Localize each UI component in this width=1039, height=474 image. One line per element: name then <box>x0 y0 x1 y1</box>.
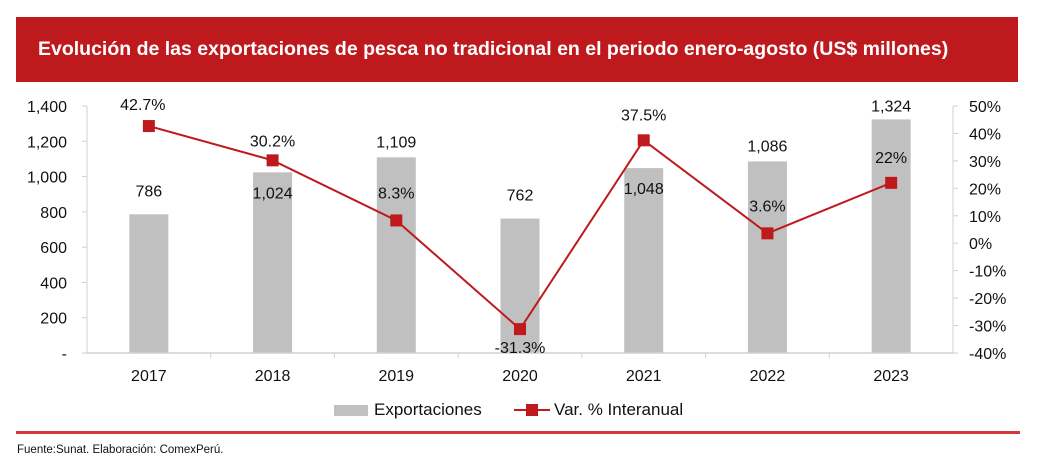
chart-title-banner: Evolución de las exportaciones de pesca … <box>16 17 1018 82</box>
left-axis-tick-label: 1,400 <box>27 99 67 116</box>
line-value-label: -31.3% <box>495 340 546 357</box>
right-axis-tick-label: 50% <box>969 99 1001 116</box>
line-value-label: 30.2% <box>250 133 295 150</box>
bar-value-label: 1,024 <box>253 185 293 202</box>
bar-value-label: 786 <box>136 183 163 200</box>
right-axis-tick-label: -30% <box>969 319 1006 336</box>
line-marker-2017 <box>142 120 155 133</box>
right-axis: -40% -30% -20% -10% 0% 10% 20% 30% 40% 50% <box>952 99 1006 363</box>
line-value-label: 22% <box>875 150 907 167</box>
right-axis-tick-label: -20% <box>969 291 1006 308</box>
bar-2017 <box>129 214 169 353</box>
left-axis-tick-label: 600 <box>40 240 67 257</box>
bars <box>129 119 911 353</box>
bar-2021 <box>624 168 664 353</box>
left-axis-tick-label: 200 <box>40 311 67 328</box>
bar-value-label: 1,048 <box>624 181 664 198</box>
line-marker-2018 <box>266 154 279 167</box>
legend-item-exportaciones: Exportaciones <box>334 398 482 422</box>
line-marker-2022 <box>761 227 774 240</box>
line-value-label: 8.3% <box>378 185 414 202</box>
data-labels: 786 1,024 1,109 762 1,048 1,086 1,324 42.7% 30.2… <box>120 97 911 357</box>
bar-value-label: 1,109 <box>376 134 416 151</box>
chart-title: Evolución de las exportaciones de pesca … <box>38 38 949 60</box>
right-axis-tick-label: 10% <box>969 209 1001 226</box>
x-axis-tick-label: 2020 <box>502 368 538 385</box>
legend-line-swatch <box>514 398 550 422</box>
right-axis-tick-label: 40% <box>969 126 1001 143</box>
legend-bar-swatch <box>334 404 368 416</box>
line-marker-2020 <box>514 323 526 336</box>
bar-2018 <box>253 172 293 353</box>
bar-value-label: 762 <box>507 188 534 205</box>
legend-label-var-interanual: Var. % Interanual <box>554 400 684 419</box>
left-axis-tick-label: 800 <box>40 205 67 222</box>
right-axis-tick-label: 0% <box>969 236 992 253</box>
source-note: Fuente:Sunat. Elaboración: ComexPerú. <box>17 444 224 456</box>
chart: - 200 400 600 800 1,000 1,200 1,400 -40% -30% -20… <box>27 97 1006 385</box>
line-marker-2021 <box>637 134 650 147</box>
x-axis-tick-label: 2018 <box>255 368 291 385</box>
bar-2023 <box>871 119 911 353</box>
bar-value-label: 1,086 <box>747 138 787 155</box>
x-axis: 2017 2018 2019 2020 2021 2022 2023 <box>87 352 953 385</box>
left-axis-tick-label: 1,200 <box>27 134 67 151</box>
footer-divider <box>16 431 1020 434</box>
line-value-label: 42.7% <box>120 97 165 114</box>
line-marker-2019 <box>390 214 403 227</box>
right-axis-tick-label: 30% <box>969 154 1001 171</box>
left-axis-tick-label: 400 <box>40 275 67 292</box>
line-series <box>142 120 898 336</box>
legend-label-exportaciones: Exportaciones <box>374 400 482 419</box>
left-axis-tick-label: 1,000 <box>27 170 67 187</box>
right-axis-tick-label: -10% <box>969 264 1006 281</box>
x-axis-tick-label: 2021 <box>626 368 662 385</box>
bar-2019 <box>376 157 416 353</box>
bar-value-label: 1,324 <box>871 98 911 115</box>
right-axis-tick-label: -40% <box>969 346 1006 363</box>
x-axis-tick-label: 2023 <box>873 368 909 385</box>
legend: Exportaciones Var. % Interanual <box>0 398 1039 422</box>
x-axis-tick-label: 2019 <box>378 368 414 385</box>
x-axis-tick-label: 2017 <box>131 368 167 385</box>
legend-item-var-interanual: Var. % Interanual <box>514 398 683 422</box>
line-marker-2023 <box>885 176 898 189</box>
left-axis: - 200 400 600 800 1,000 1,200 1,400 <box>27 99 88 363</box>
bar-2022 <box>747 161 787 353</box>
left-axis-tick-label: - <box>62 346 67 363</box>
right-axis-tick-label: 20% <box>969 181 1001 198</box>
line-value-label: 3.6% <box>749 198 785 215</box>
x-axis-tick-label: 2022 <box>750 368 786 385</box>
line-value-label: 37.5% <box>621 107 666 124</box>
